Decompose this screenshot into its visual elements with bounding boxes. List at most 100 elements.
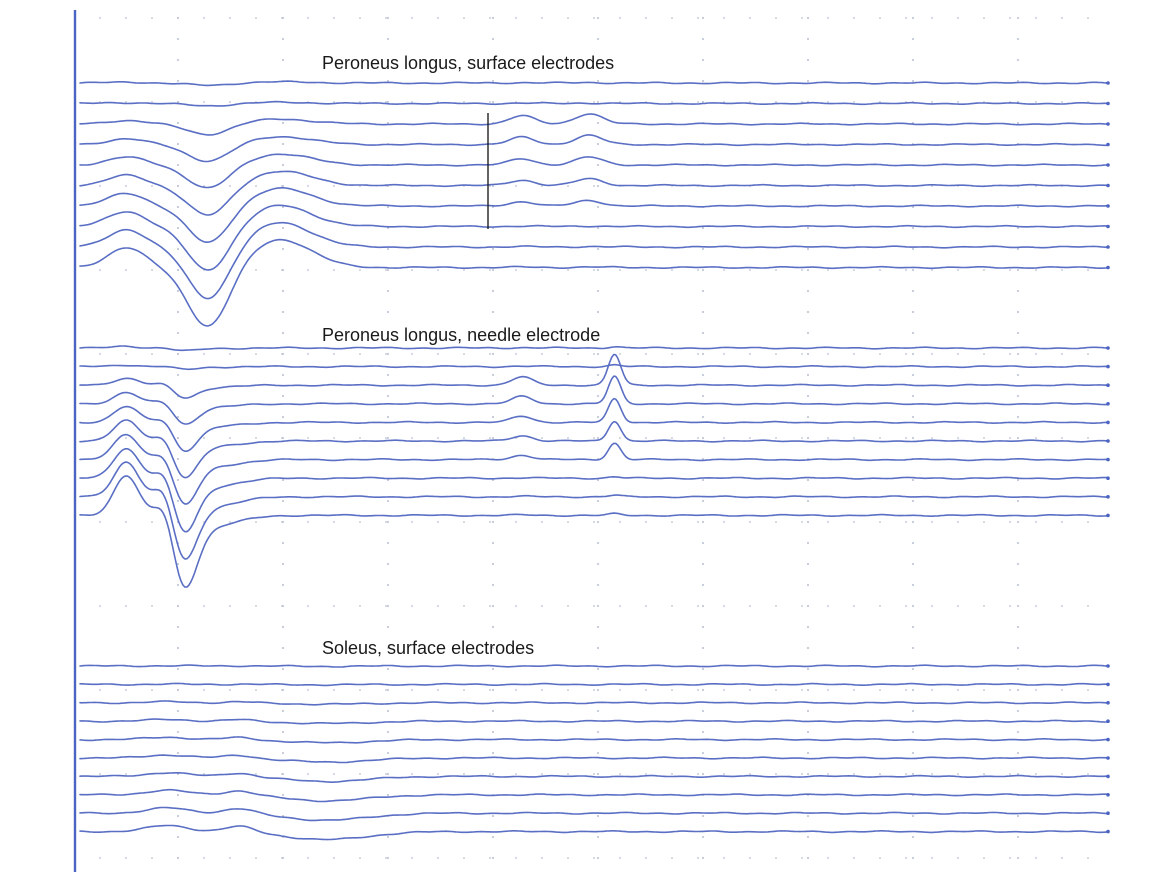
grid-dot (177, 332, 179, 334)
emg-trace-1-7 (79, 448, 1109, 533)
grid-dot (702, 584, 704, 586)
grid-dot (492, 836, 494, 838)
grid-dot (597, 521, 599, 523)
grid-dot (597, 605, 599, 607)
trace-end-tick (1106, 457, 1110, 462)
grid-dot (671, 521, 673, 523)
emg-trace-0-1 (79, 100, 1109, 107)
grid-dot (492, 80, 494, 82)
grid-dot (1035, 857, 1037, 859)
grid-dot (1017, 269, 1019, 271)
grid-dot (912, 857, 914, 859)
grid-dot (912, 374, 914, 376)
grid-dot (177, 248, 179, 250)
grid-dot (282, 668, 284, 670)
trace-end-tick (1106, 756, 1110, 760)
grid-dot (801, 773, 803, 775)
grid-dot (807, 605, 809, 607)
grid-dot (912, 563, 914, 565)
emg-trace-0-8 (79, 221, 1109, 300)
grid-dot (983, 269, 985, 271)
grid-dot (957, 353, 959, 355)
grid-dot (957, 521, 959, 523)
grid-dot (1017, 521, 1019, 523)
grid-dot (255, 437, 257, 439)
panel-peroneus-longus-surface: Peroneus longus, surface electrodes (79, 53, 1110, 327)
grid-dot (359, 353, 361, 355)
grid-dot (1035, 269, 1037, 271)
grid-dot (515, 773, 517, 775)
emg-trace-2-6 (79, 772, 1109, 783)
grid-dot (702, 248, 704, 250)
grid-dot (411, 605, 413, 607)
grid-dot (931, 521, 933, 523)
grid-dot (801, 17, 803, 19)
grid-dot (385, 773, 387, 775)
grid-dot (1017, 815, 1019, 817)
grid-dot (702, 668, 704, 670)
grid-dot (411, 437, 413, 439)
grid-dot (807, 311, 809, 313)
grid-dot (912, 332, 914, 334)
grid-dot (387, 290, 389, 292)
grid-dot (151, 689, 153, 691)
grid-dot (411, 101, 413, 103)
grid-dot (359, 437, 361, 439)
grid-dot (1035, 437, 1037, 439)
grid-dot (541, 269, 543, 271)
emg-trace-2-2 (79, 700, 1109, 706)
grid-dot (541, 185, 543, 187)
grid-dot (702, 689, 704, 691)
grid-dot (912, 605, 914, 607)
grid-dot (912, 206, 914, 208)
grid-dot (385, 605, 387, 607)
grid-dot (931, 437, 933, 439)
grid-dot (177, 731, 179, 733)
grid-dot (697, 773, 699, 775)
grid-dot (912, 17, 914, 19)
grid-dot (879, 17, 881, 19)
grid-dot (463, 269, 465, 271)
grid-dot (702, 395, 704, 397)
grid-dot (282, 248, 284, 250)
grid-dot (387, 500, 389, 502)
trace-end-tick (1106, 701, 1110, 705)
grid-dot (597, 500, 599, 502)
grid-dot (1017, 605, 1019, 607)
grid-dot (492, 17, 494, 19)
grid-dot (387, 479, 389, 481)
grid-dot (437, 437, 439, 439)
grid-dot (807, 857, 809, 859)
grid-dot (359, 101, 361, 103)
trace-end-tick (1106, 664, 1110, 668)
grid-dot (177, 647, 179, 649)
grid-dot (387, 668, 389, 670)
grid-dot (492, 290, 494, 292)
grid-dot (1087, 521, 1089, 523)
grid-dot (492, 59, 494, 61)
grid-dot (702, 353, 704, 355)
grid-dot (387, 374, 389, 376)
grid-dot (905, 605, 907, 607)
grid-dot (597, 332, 599, 334)
grid-dot (307, 857, 309, 859)
grid-dot (385, 857, 387, 859)
grid-dot (385, 101, 387, 103)
emg-trace-1-5 (79, 419, 1109, 479)
grid-dot (749, 605, 751, 607)
grid-dot (697, 269, 699, 271)
grid-dot (282, 374, 284, 376)
grid-dot (807, 542, 809, 544)
grid-dot (255, 689, 257, 691)
grid-dot (1009, 521, 1011, 523)
grid-dot (775, 269, 777, 271)
grid-dot (807, 269, 809, 271)
grid-dot (387, 17, 389, 19)
grid-dot (492, 710, 494, 712)
grid-dot (492, 731, 494, 733)
grid-dot (912, 437, 914, 439)
grid-dot (671, 269, 673, 271)
trace-end-tick (1106, 829, 1110, 834)
grid-dot (775, 17, 777, 19)
grid-dot (597, 395, 599, 397)
